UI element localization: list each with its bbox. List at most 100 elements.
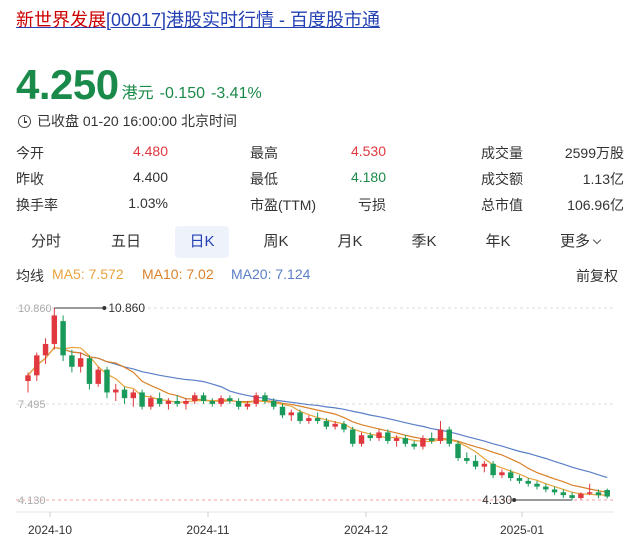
price-row: 4.250 港元 -0.150 -3.41%	[16, 62, 262, 106]
candle-body	[156, 398, 163, 404]
tab-7[interactable]: 更多	[548, 226, 612, 258]
clock-icon	[18, 114, 31, 128]
candle-body	[578, 493, 584, 499]
candle-body	[130, 392, 137, 399]
candle-body	[499, 472, 505, 476]
candle-body	[349, 429, 356, 444]
stat-value: 4.180	[350, 169, 386, 185]
candle-body	[376, 432, 382, 439]
price-change-pct: -3.41%	[211, 85, 262, 102]
current-price: 4.250	[16, 61, 119, 108]
candle-body	[209, 401, 216, 404]
candle-body	[77, 358, 84, 367]
candle-body	[411, 443, 417, 447]
stat-value: 亏损	[358, 197, 386, 213]
candle-body	[174, 401, 180, 404]
candle-body	[604, 490, 610, 497]
candle-body	[481, 463, 488, 467]
stats-grid: 今开 4.480 最高 4.530 成交量 2599万股 昨收 4.400 最低 4.180 成交额…	[16, 141, 624, 219]
stat-label: 最低	[250, 171, 278, 187]
candle-body	[200, 395, 207, 402]
candle-body	[165, 401, 172, 404]
tab-5[interactable]: 季K	[400, 226, 448, 258]
candle-body	[464, 458, 470, 461]
candle-body	[393, 438, 400, 441]
stat-label: 成交额	[481, 171, 523, 187]
stat-value: 2599万股	[564, 145, 624, 161]
low-annotation: 4.130	[482, 493, 512, 507]
tab-label: 分时	[30, 233, 61, 250]
candle-body	[262, 395, 268, 402]
high-marker-dot	[102, 306, 107, 310]
stat-label: 换手率	[16, 197, 58, 213]
candle-body	[490, 463, 496, 476]
x-tick-label: 2024-11	[186, 523, 229, 537]
tab-label: 更多	[559, 233, 590, 250]
market-status-text: 已收盘 01-20 16:00:00 北京时间	[37, 113, 237, 129]
candle-body	[385, 432, 391, 441]
candle-body	[516, 478, 523, 481]
stat-value: 4.400	[132, 169, 168, 185]
price-unit: 港元	[121, 85, 154, 102]
x-tick-label: 2025-01	[500, 523, 544, 537]
candle-body	[455, 443, 461, 459]
candle-body	[227, 398, 233, 402]
candle-body	[534, 483, 540, 487]
chevron-down-icon	[592, 235, 602, 245]
tab-3[interactable]: 周K	[252, 226, 300, 258]
candle-body	[358, 435, 365, 444]
y-tick-label: 4.130	[18, 495, 46, 507]
candle-body	[402, 438, 409, 444]
candle-body	[271, 401, 277, 407]
tab-1[interactable]: 五日	[102, 226, 150, 258]
stats-row: 今开 4.480 最高 4.530 成交量 2599万股	[16, 141, 624, 167]
adjust-toggle[interactable]: 前复权	[576, 268, 618, 284]
tab-label: 年K	[485, 233, 511, 250]
tab-4[interactable]: 月K	[326, 226, 374, 258]
candle-body	[586, 492, 593, 494]
candle-body	[253, 395, 259, 404]
candle-body	[446, 429, 452, 444]
candle-body	[472, 460, 479, 467]
ma10-line	[27, 346, 608, 493]
candle-body	[121, 389, 128, 399]
candle-body	[25, 375, 31, 382]
candle-body	[420, 438, 426, 447]
candle-body	[139, 392, 145, 407]
candle-body	[113, 389, 119, 393]
kline-chart[interactable]: 10.860 7.495 4.130 10.860 4.130 2024-10 2024-1…	[0, 290, 640, 556]
tab-label: 五日	[110, 233, 141, 250]
tab-label: 月K	[337, 233, 363, 250]
tab-label: 季K	[411, 233, 437, 250]
page-title-link[interactable]: 新世界发展[00017]港股实时行情 - 百度股市通	[16, 6, 380, 32]
stat-label: 最高	[250, 145, 278, 161]
candle-body	[95, 369, 101, 384]
tab-2[interactable]: 日K	[175, 226, 229, 258]
y-tick-label: 7.495	[18, 399, 46, 411]
ma5-value: MA5: 7.572	[52, 266, 124, 282]
tab-0[interactable]: 分时	[22, 226, 70, 258]
candle-body	[288, 412, 295, 416]
candle-body	[332, 423, 338, 427]
candle-body	[218, 398, 224, 404]
candle-body	[306, 418, 312, 421]
candle-body	[279, 406, 286, 416]
candle-body	[437, 429, 444, 441]
ma-legend: 均线 MA5: 7.572 MA10: 7.02 MA20: 7.124 前复权	[16, 266, 624, 286]
stat-label: 市盈(TTM)	[250, 197, 317, 213]
chart-period-tabs: 分时 五日 日K 周K 月K 季K 年K 更多	[16, 226, 624, 258]
tab-label: 日K	[189, 233, 215, 250]
candle-body	[148, 398, 154, 407]
stat-label: 总市值	[481, 197, 523, 213]
candle-body	[341, 423, 347, 430]
candle-body	[69, 355, 75, 367]
tab-6[interactable]: 年K	[474, 226, 522, 258]
y-tick-label: 10.860	[18, 303, 52, 315]
candle-body	[86, 358, 93, 384]
high-annotation: 10.860	[108, 301, 145, 315]
candle-body	[525, 480, 531, 484]
x-tick-label: 2024-10	[28, 523, 72, 537]
ma-label: 均线	[16, 268, 44, 284]
candle-body	[569, 495, 575, 499]
candle-body	[60, 321, 66, 356]
